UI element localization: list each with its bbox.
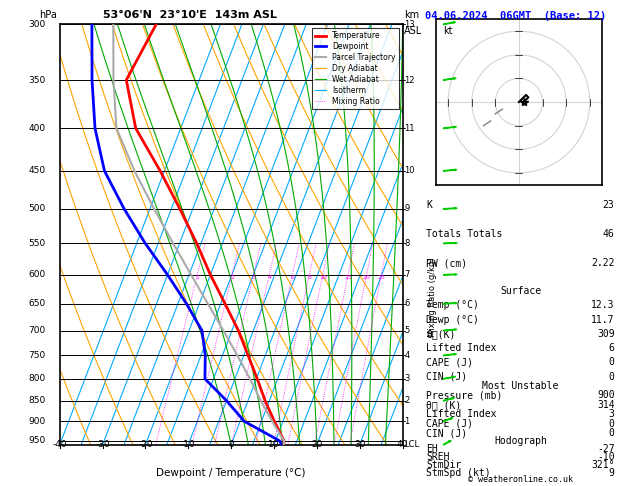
Text: 5: 5 bbox=[404, 326, 409, 335]
Text: 6: 6 bbox=[404, 299, 409, 308]
Text: 950: 950 bbox=[28, 436, 45, 445]
Text: -10: -10 bbox=[181, 440, 196, 449]
Text: 4: 4 bbox=[404, 351, 409, 360]
Text: Lifted Index: Lifted Index bbox=[426, 343, 497, 353]
Text: 9: 9 bbox=[609, 468, 615, 478]
Text: 13: 13 bbox=[404, 20, 415, 29]
Text: θᴇ(K): θᴇ(K) bbox=[426, 329, 456, 339]
Text: 400: 400 bbox=[28, 124, 45, 133]
Text: 10: 10 bbox=[404, 166, 415, 175]
Text: 700: 700 bbox=[28, 326, 45, 335]
Text: 15: 15 bbox=[344, 275, 352, 280]
Text: 3: 3 bbox=[609, 410, 615, 419]
Text: 1: 1 bbox=[404, 417, 409, 426]
Text: km: km bbox=[404, 10, 420, 20]
Text: 30: 30 bbox=[354, 440, 365, 449]
Text: 3: 3 bbox=[404, 374, 409, 383]
Text: 04.06.2024  06GMT  (Base: 12): 04.06.2024 06GMT (Base: 12) bbox=[425, 11, 606, 21]
Text: 6: 6 bbox=[291, 275, 294, 280]
Text: 20: 20 bbox=[311, 440, 323, 449]
Text: 650: 650 bbox=[28, 299, 45, 308]
Text: SREH: SREH bbox=[426, 452, 450, 462]
Text: 8: 8 bbox=[308, 275, 311, 280]
Text: -40: -40 bbox=[52, 440, 67, 449]
Text: 23: 23 bbox=[603, 200, 615, 210]
Text: -30: -30 bbox=[95, 440, 110, 449]
Text: 46: 46 bbox=[603, 229, 615, 239]
Text: Dewpoint / Temperature (°C): Dewpoint / Temperature (°C) bbox=[157, 468, 306, 478]
Text: 12.3: 12.3 bbox=[591, 300, 615, 311]
Text: 11.7: 11.7 bbox=[591, 314, 615, 325]
Text: 12: 12 bbox=[404, 75, 415, 85]
Text: CIN (J): CIN (J) bbox=[426, 429, 467, 438]
Text: Most Unstable: Most Unstable bbox=[482, 381, 559, 391]
Text: 350: 350 bbox=[28, 75, 45, 85]
Text: Pressure (mb): Pressure (mb) bbox=[426, 390, 503, 400]
Text: 900: 900 bbox=[28, 417, 45, 426]
Text: CAPE (J): CAPE (J) bbox=[426, 357, 474, 367]
Text: K: K bbox=[426, 200, 432, 210]
Text: 11: 11 bbox=[404, 124, 415, 133]
Text: -20: -20 bbox=[138, 440, 153, 449]
Text: 0: 0 bbox=[609, 372, 615, 382]
Text: 3: 3 bbox=[252, 275, 255, 280]
Text: 550: 550 bbox=[28, 239, 45, 248]
Text: CAPE (J): CAPE (J) bbox=[426, 419, 474, 429]
Text: EH: EH bbox=[426, 444, 438, 454]
Text: 2: 2 bbox=[404, 396, 409, 405]
Text: 500: 500 bbox=[28, 205, 45, 213]
Text: Dewp (°C): Dewp (°C) bbox=[426, 314, 479, 325]
Text: 10: 10 bbox=[268, 440, 280, 449]
Text: -10: -10 bbox=[597, 452, 615, 462]
Text: θᴇ (K): θᴇ (K) bbox=[426, 400, 462, 410]
Text: kt: kt bbox=[443, 26, 452, 36]
Text: Mixing Ratio (g/kg): Mixing Ratio (g/kg) bbox=[428, 258, 437, 337]
Text: 750: 750 bbox=[28, 351, 45, 360]
Text: 314: 314 bbox=[597, 400, 615, 410]
Text: 40: 40 bbox=[397, 440, 408, 449]
Text: 0: 0 bbox=[609, 429, 615, 438]
Text: CIN (J): CIN (J) bbox=[426, 372, 467, 382]
Text: 321°: 321° bbox=[591, 460, 615, 470]
Text: 800: 800 bbox=[28, 374, 45, 383]
Text: Totals Totals: Totals Totals bbox=[426, 229, 503, 239]
Text: 450: 450 bbox=[28, 166, 45, 175]
Text: 7: 7 bbox=[404, 270, 409, 279]
Text: 6: 6 bbox=[609, 343, 615, 353]
Text: 1: 1 bbox=[196, 275, 199, 280]
Text: hPa: hPa bbox=[39, 10, 57, 20]
Text: 2: 2 bbox=[230, 275, 234, 280]
Text: 0: 0 bbox=[609, 419, 615, 429]
Text: 8: 8 bbox=[404, 239, 409, 248]
Text: StmDir: StmDir bbox=[426, 460, 462, 470]
Text: 2.22: 2.22 bbox=[591, 258, 615, 268]
Text: 600: 600 bbox=[28, 270, 45, 279]
Text: 20: 20 bbox=[362, 275, 370, 280]
Text: LCL: LCL bbox=[404, 440, 420, 449]
Text: Temp (°C): Temp (°C) bbox=[426, 300, 479, 311]
Text: 850: 850 bbox=[28, 396, 45, 405]
Text: ASL: ASL bbox=[404, 26, 423, 36]
Text: 4: 4 bbox=[267, 275, 271, 280]
Text: StmSpd (kt): StmSpd (kt) bbox=[426, 468, 491, 478]
Text: 900: 900 bbox=[597, 390, 615, 400]
Text: Lifted Index: Lifted Index bbox=[426, 410, 497, 419]
Legend: Temperature, Dewpoint, Parcel Trajectory, Dry Adiabat, Wet Adiabat, Isotherm, Mi: Temperature, Dewpoint, Parcel Trajectory… bbox=[311, 28, 399, 109]
Text: -27: -27 bbox=[597, 444, 615, 454]
Text: Surface: Surface bbox=[500, 286, 541, 296]
Text: 0: 0 bbox=[228, 440, 234, 449]
Text: 309: 309 bbox=[597, 329, 615, 339]
Text: 10: 10 bbox=[319, 275, 326, 280]
Text: Hodograph: Hodograph bbox=[494, 436, 547, 446]
Text: 9: 9 bbox=[404, 205, 409, 213]
Text: © weatheronline.co.uk: © weatheronline.co.uk bbox=[468, 474, 573, 484]
Text: 25: 25 bbox=[377, 275, 385, 280]
Text: 53°06'N  23°10'E  143m ASL: 53°06'N 23°10'E 143m ASL bbox=[103, 10, 277, 20]
Text: PW (cm): PW (cm) bbox=[426, 258, 467, 268]
Text: 300: 300 bbox=[28, 20, 45, 29]
Text: 0: 0 bbox=[609, 357, 615, 367]
